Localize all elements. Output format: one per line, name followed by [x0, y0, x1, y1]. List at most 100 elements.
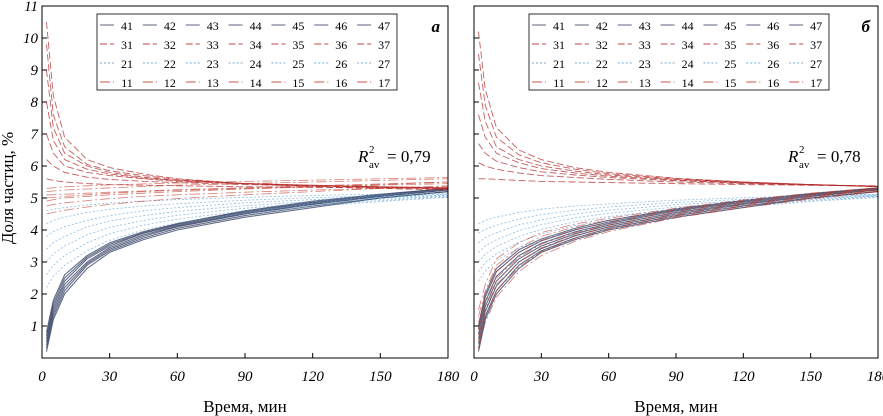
series-line-17: [46, 181, 448, 196]
x-tick-label: 90: [669, 369, 685, 385]
series-line-46: [45, 187, 448, 336]
legend-label-15: 15: [292, 76, 304, 90]
series-line-47: [477, 187, 878, 327]
x-tick-label: 120: [301, 369, 324, 385]
series-line-17: [478, 187, 878, 311]
legend-label-34: 34: [682, 38, 694, 52]
x-tick-label: 120: [732, 369, 755, 385]
legend-label-16: 16: [767, 76, 779, 90]
legend-label-45: 45: [724, 19, 736, 33]
legend-label-35: 35: [724, 38, 736, 52]
legend-label-36: 36: [767, 38, 779, 52]
legend-label-43: 43: [207, 19, 219, 33]
r2-superscript: 2: [799, 144, 805, 156]
r2-subscript: av: [799, 159, 810, 171]
series-line-15: [478, 188, 878, 323]
x-tick-label: 60: [601, 369, 617, 385]
series-line-15: [46, 181, 448, 202]
series-line-42: [477, 191, 878, 349]
legend-label-46: 46: [767, 19, 779, 33]
series-line-11: [478, 191, 878, 349]
legend-box: [528, 13, 830, 91]
panel-b-tick-labels: 0 30 60 90 120 150 180: [470, 369, 883, 385]
legend-label-46: 46: [335, 19, 347, 33]
legend-label-42: 42: [164, 19, 176, 33]
series-line-12: [478, 190, 878, 343]
series-line-44: [45, 189, 448, 343]
legend-label-25: 25: [292, 57, 304, 71]
legend-label-25: 25: [724, 57, 736, 71]
r2-symbol: R: [787, 147, 799, 166]
legend-label-47: 47: [810, 19, 822, 33]
y-tick-label: 1: [31, 319, 39, 335]
series-line-35: [478, 143, 878, 187]
panel-a-r2-annotation: R 2 av = 0,79: [357, 144, 431, 171]
x-tick-label: 90: [238, 369, 254, 385]
x-tick-label: 0: [38, 369, 46, 385]
legend-label-33: 33: [639, 38, 651, 52]
legend-label-21: 21: [553, 57, 565, 71]
y-tick-label: 2: [31, 287, 39, 303]
panel-a-x-axis-label: Время, мин: [203, 397, 286, 416]
series-line-31: [46, 21, 448, 191]
legend-label-31: 31: [121, 38, 133, 52]
legend-label-37: 37: [378, 38, 390, 52]
legend-label-43: 43: [639, 19, 651, 33]
y-axis-label: Доля частиц, %: [0, 132, 17, 244]
series-line-45: [477, 187, 878, 335]
legend-label-44: 44: [250, 19, 262, 33]
legend-label-15: 15: [724, 76, 736, 90]
legend-label-11: 11: [121, 76, 133, 90]
r2-symbol: R: [357, 147, 369, 166]
legend-label-47: 47: [378, 19, 390, 33]
legend-label-23: 23: [207, 57, 219, 71]
legend-label-34: 34: [250, 38, 262, 52]
series-line-41: [45, 191, 448, 352]
y-tick-label: 11: [24, 0, 38, 15]
panel-b-x-axis-label: Время, мин: [634, 397, 717, 416]
panel-a-label: а: [432, 17, 441, 36]
series-line-23: [46, 194, 448, 237]
legend-label-13: 13: [639, 76, 651, 90]
legend-label-27: 27: [378, 57, 390, 71]
legend-label-14: 14: [682, 76, 694, 90]
legend-box: [96, 13, 398, 91]
x-tick-label: 60: [170, 369, 186, 385]
series-line-14: [46, 177, 448, 189]
series-line-27: [46, 197, 448, 288]
panel-b-legend: 41 42 43 44 45 46 47 31 32 33 34 35 36 37 21 22 23 24 25 26…: [528, 13, 830, 91]
legend-label-11: 11: [553, 76, 565, 90]
x-tick-label: 180: [867, 369, 883, 385]
series-line-21: [478, 193, 878, 224]
series-line-25: [46, 195, 448, 263]
legend-label-17: 17: [810, 76, 822, 90]
legend-label-26: 26: [767, 57, 779, 71]
r2-value: = 0,79: [387, 147, 431, 166]
series-line-37: [46, 178, 448, 189]
x-tick-label: 30: [101, 369, 118, 385]
y-tick-label: 6: [31, 159, 39, 175]
x-tick-label: 30: [533, 369, 550, 385]
legend-label-32: 32: [596, 38, 608, 52]
panel-b-ticks: [473, 5, 879, 358]
panel-b-label: б: [862, 17, 872, 36]
series-line-44: [477, 188, 878, 339]
legend-label-22: 22: [164, 57, 176, 71]
legend-label-35: 35: [292, 38, 304, 52]
y-tick-label: 10: [23, 31, 39, 47]
legend-label-45: 45: [292, 19, 304, 33]
legend-label-37: 37: [810, 38, 822, 52]
legend-label-24: 24: [682, 57, 694, 71]
legend-label-22: 22: [596, 57, 608, 71]
r2-subscript: av: [369, 159, 380, 171]
legend-label-26: 26: [335, 57, 347, 71]
panel-b-series: [477, 31, 878, 352]
legend-label-41: 41: [121, 19, 133, 33]
legend-label-23: 23: [639, 57, 651, 71]
series-line-13: [478, 189, 878, 336]
y-tick-label: 9: [31, 63, 39, 79]
x-tick-label: 0: [470, 369, 478, 385]
panel-a-series: [45, 21, 448, 352]
